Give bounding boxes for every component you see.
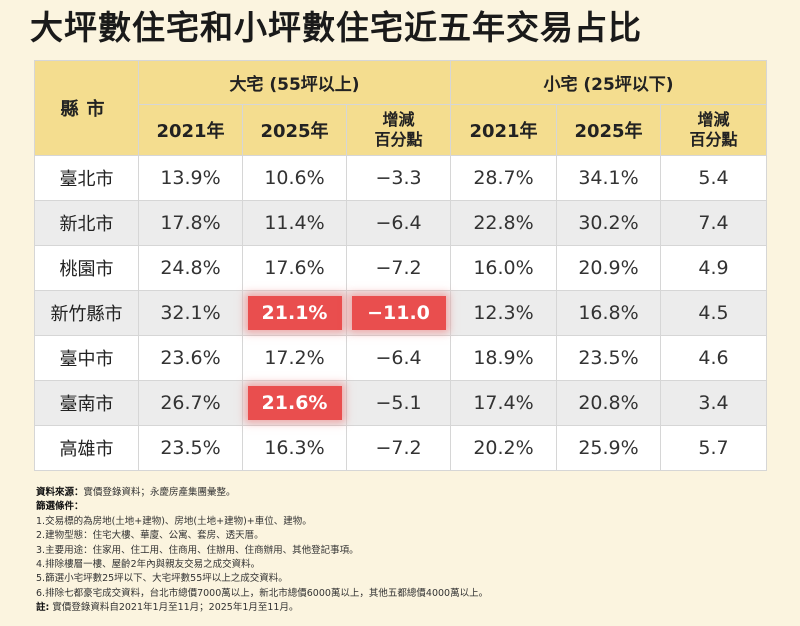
table-row: 高雄市 23.5% 16.3% −7.2 20.2% 25.9% 5.7 bbox=[34, 425, 768, 471]
large-2025-cell: 16.3% bbox=[242, 425, 347, 471]
city-cell: 桃園市 bbox=[34, 245, 139, 291]
large-2025-cell: 21.6% bbox=[242, 380, 347, 426]
small-2025-cell: 34.1% bbox=[556, 155, 662, 201]
small-2021-cell: 20.2% bbox=[450, 425, 558, 471]
city-cell: 臺北市 bbox=[34, 155, 139, 201]
large-2021-cell: 17.8% bbox=[138, 200, 243, 246]
small-2025-cell: 20.8% bbox=[556, 380, 662, 426]
large-delta-cell: −7.2 bbox=[345, 425, 452, 471]
large-2021-cell: 13.9% bbox=[138, 155, 243, 201]
large-2021-cell: 23.6% bbox=[138, 335, 243, 381]
large-delta-cell: −5.1 bbox=[345, 380, 452, 426]
small-year-2021-header: 2021年 bbox=[450, 104, 558, 156]
small-delta-cell: 4.9 bbox=[660, 245, 768, 291]
small-2021-cell: 12.3% bbox=[450, 290, 558, 336]
small-delta-cell: 5.7 bbox=[660, 425, 768, 471]
small-delta-header: 增減 百分點 bbox=[660, 104, 768, 156]
city-cell: 臺南市 bbox=[34, 380, 139, 426]
city-cell: 臺中市 bbox=[34, 335, 139, 381]
small-2025-cell: 16.8% bbox=[556, 290, 662, 336]
large-2025-cell: 17.2% bbox=[242, 335, 347, 381]
large-year-2021-header: 2021年 bbox=[138, 104, 243, 156]
note-text: 實價登錄資料自2021年1月至11月；2025年1月至11月。 bbox=[52, 602, 299, 614]
filter-item: 6.排除七都豪宅成交資料，台北市總價7000萬以上，新北市總價6000萬以上，其… bbox=[36, 587, 489, 599]
city-header: 縣市 bbox=[34, 60, 139, 156]
title-part1: 大坪數住宅和小坪數住宅 bbox=[30, 8, 404, 47]
small-2021-cell: 18.9% bbox=[450, 335, 558, 381]
highlight-badge: −11.0 bbox=[351, 296, 446, 330]
source-text: 實價登錄資料；永慶房產集團彙整。 bbox=[83, 487, 236, 498]
filter-item: 5.篩選小宅坪數25坪以下、大宅坪數55坪以上之成交資料。 bbox=[36, 573, 288, 585]
large-2021-cell: 26.7% bbox=[138, 380, 243, 426]
large-house-group-header: 大宅 (55坪以上) bbox=[137, 60, 452, 105]
large-delta-cell: −6.4 bbox=[345, 335, 452, 381]
small-delta-cell: 4.6 bbox=[660, 335, 768, 381]
table-row: 新竹縣市 32.1% 21.1% −11.0 12.3% 16.8% 4.5 bbox=[34, 290, 768, 336]
small-delta-cell: 3.4 bbox=[660, 380, 768, 426]
small-2021-cell: 28.7% bbox=[450, 155, 558, 201]
filter-item: 3.主要用途：住家用、住工用、住商用、住辦用、住商辦用、其他登記事項。 bbox=[36, 544, 359, 556]
large-2021-cell: 32.1% bbox=[138, 290, 243, 336]
table-row: 臺北市 13.9% 10.6% −3.3 28.7% 34.1% 5.4 bbox=[34, 155, 768, 201]
filter-item: 4.排除樓層一樓、屋齡2年內與親友交易之成交資料。 bbox=[36, 559, 261, 571]
small-delta-cell: 5.4 bbox=[660, 155, 768, 201]
small-2025-cell: 30.2% bbox=[556, 200, 662, 246]
small-2021-cell: 17.4% bbox=[450, 380, 558, 426]
title-part2: 近五年交易占比 bbox=[404, 8, 642, 47]
small-delta-cell: 4.5 bbox=[660, 290, 768, 336]
source-label: 資料來源： bbox=[36, 487, 84, 498]
city-cell: 新竹縣市 bbox=[34, 290, 139, 336]
source-line: 資料來源：實價登錄資料；永慶房產集團彙整。 bbox=[36, 486, 776, 500]
note-line: 註: 實價登錄資料自2021年1月至11月；2025年1月至11月。 bbox=[36, 601, 776, 615]
large-2025-cell: 11.4% bbox=[242, 200, 347, 246]
filter-item: 2.建物型態：住宅大樓、華廈、公寓、套房、透天厝。 bbox=[36, 530, 264, 542]
large-delta-cell: −11.0 bbox=[345, 290, 452, 336]
table-row: 新北市 17.8% 11.4% −6.4 22.8% 30.2% 7.4 bbox=[34, 200, 768, 246]
large-year-2025-header: 2025年 bbox=[242, 104, 347, 156]
small-2025-cell: 25.9% bbox=[556, 425, 662, 471]
note-label: 註: bbox=[36, 602, 50, 614]
small-2021-cell: 22.8% bbox=[450, 200, 558, 246]
small-2021-cell: 16.0% bbox=[450, 245, 558, 291]
large-delta-cell: −7.2 bbox=[345, 245, 452, 291]
large-2021-cell: 24.8% bbox=[138, 245, 243, 291]
filter-label: 篩選條件： bbox=[36, 501, 84, 513]
city-cell: 高雄市 bbox=[34, 425, 139, 471]
small-house-group-header: 小宅 (25坪以下) bbox=[450, 60, 768, 105]
large-delta-cell: −6.4 bbox=[345, 200, 452, 246]
large-delta-cell: −3.3 bbox=[345, 155, 452, 201]
table-row: 臺南市 26.7% 21.6% −5.1 17.4% 20.8% 3.4 bbox=[34, 380, 768, 426]
highlight-badge: 21.1% bbox=[247, 296, 342, 330]
small-2025-cell: 23.5% bbox=[556, 335, 662, 381]
large-2025-cell: 10.6% bbox=[242, 155, 347, 201]
filter-item: 1.交易標的為房地(土地+建物)、房地(土地+建物)+車位、建物。 bbox=[36, 515, 312, 527]
small-2025-cell: 20.9% bbox=[556, 245, 662, 291]
transaction-share-table: 縣市 大宅 (55坪以上) 小宅 (25坪以下) 2021年 2025年 增減百… bbox=[34, 60, 768, 471]
large-delta-header: 增減 百分點 bbox=[345, 104, 452, 156]
footnotes: 資料來源：實價登錄資料；永慶房產集團彙整。 篩選條件： 1.交易標的為房地(土地… bbox=[36, 486, 776, 616]
table-row: 臺中市 23.6% 17.2% −6.4 18.9% 23.5% 4.6 bbox=[34, 335, 768, 381]
page-title: 大坪數住宅和小坪數住宅近五年交易占比 bbox=[30, 6, 775, 50]
highlight-badge: 21.6% bbox=[247, 386, 342, 420]
table-row: 桃園市 24.8% 17.6% −7.2 16.0% 20.9% 4.9 bbox=[34, 245, 768, 291]
large-2025-cell: 21.1% bbox=[242, 290, 347, 336]
large-2025-cell: 17.6% bbox=[242, 245, 347, 291]
small-delta-cell: 7.4 bbox=[660, 200, 768, 246]
city-cell: 新北市 bbox=[34, 200, 139, 246]
small-year-2025-header: 2025年 bbox=[556, 104, 662, 156]
large-2021-cell: 23.5% bbox=[138, 425, 243, 471]
